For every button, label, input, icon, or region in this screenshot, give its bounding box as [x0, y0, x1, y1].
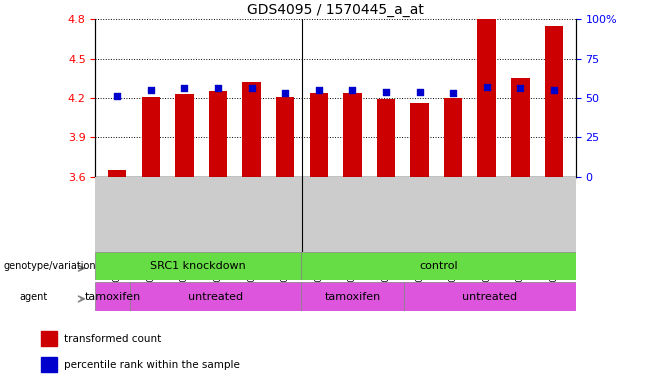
Bar — [108, 170, 126, 177]
Text: tamoxifen: tamoxifen — [324, 291, 381, 302]
Bar — [309, 93, 328, 177]
Bar — [242, 82, 261, 177]
Bar — [478, 19, 496, 177]
Bar — [377, 99, 395, 177]
Point — [280, 90, 290, 96]
Bar — [175, 94, 193, 177]
Bar — [511, 78, 530, 177]
Bar — [130, 282, 301, 311]
Bar — [343, 93, 362, 177]
Point — [313, 87, 324, 93]
Point — [145, 87, 156, 93]
Bar — [545, 26, 563, 177]
Point — [448, 90, 459, 96]
Point — [415, 89, 425, 95]
Bar — [209, 91, 227, 177]
Bar — [404, 282, 576, 311]
Bar — [301, 282, 404, 311]
Point — [381, 89, 392, 95]
Bar — [301, 252, 576, 280]
Point — [482, 84, 492, 90]
Bar — [141, 97, 160, 177]
Bar — [276, 97, 294, 177]
Text: agent: agent — [20, 291, 48, 302]
Point — [246, 85, 257, 91]
Text: tamoxifen: tamoxifen — [84, 291, 141, 302]
Point — [347, 87, 358, 93]
Bar — [444, 98, 463, 177]
Text: genotype/variation: genotype/variation — [3, 261, 96, 271]
Point — [179, 85, 190, 91]
Point — [213, 85, 223, 91]
Point — [112, 93, 122, 99]
Text: SRC1 knockdown: SRC1 knockdown — [151, 261, 246, 271]
Text: untreated: untreated — [463, 291, 518, 302]
Title: GDS4095 / 1570445_a_at: GDS4095 / 1570445_a_at — [247, 3, 424, 17]
Bar — [95, 282, 130, 311]
Text: control: control — [419, 261, 458, 271]
Point — [549, 87, 559, 93]
Bar — [41, 331, 57, 346]
Text: percentile rank within the sample: percentile rank within the sample — [64, 359, 240, 370]
Bar — [411, 103, 429, 177]
Bar — [41, 357, 57, 372]
Text: transformed count: transformed count — [64, 334, 162, 344]
Point — [515, 85, 526, 91]
Text: untreated: untreated — [188, 291, 243, 302]
Bar — [95, 252, 301, 280]
